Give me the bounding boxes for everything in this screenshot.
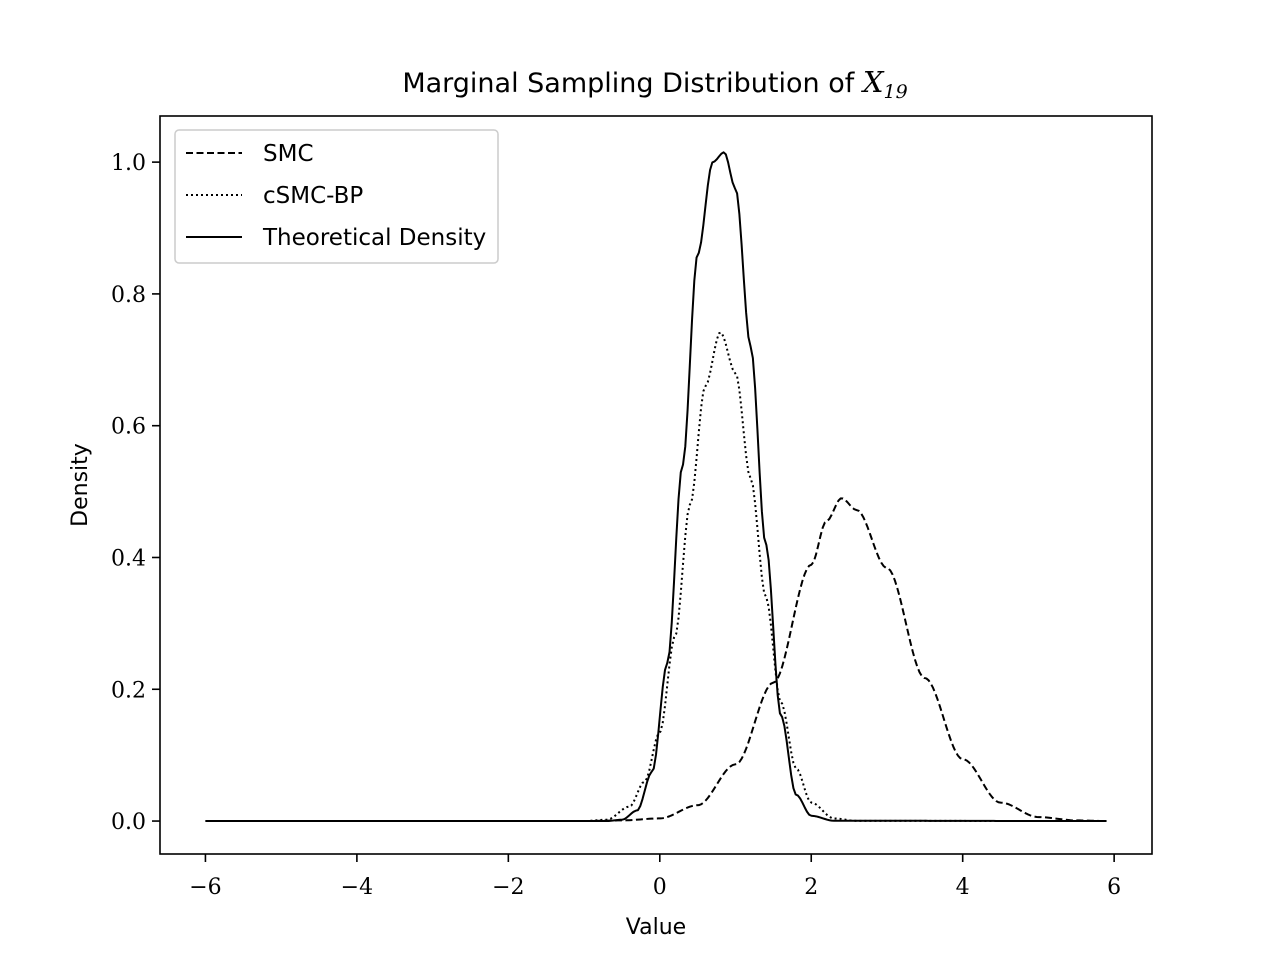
series-layer [205, 151, 1107, 823]
x-tick-label: 6 [1107, 875, 1121, 900]
x-axis-ticks: −6 −4 −2 0 2 4 6 [189, 854, 1121, 900]
legend-label-theoretical-density: Theoretical Density [262, 225, 486, 251]
legend-label-csmc-bp: cSMC-BP [263, 183, 363, 209]
y-tick-label: 0.6 [111, 415, 146, 440]
y-axis-label: Density [68, 443, 93, 527]
y-axis-ticks: 0.0 0.2 0.4 0.6 0.8 1.0 [111, 151, 160, 835]
plot-frame [159, 115, 1153, 855]
y-tick-label: 0.8 [111, 283, 146, 308]
series-line-theoretical-density [205, 151, 1107, 823]
chart-title-variable: X [861, 65, 885, 99]
x-tick-label: 0 [653, 875, 667, 900]
x-axis-label: Value [626, 915, 686, 940]
y-tick-label: 1.0 [111, 151, 146, 176]
legend-box [174, 129, 499, 264]
chart-title: Marginal Sampling Distribution of X19 [402, 65, 907, 103]
legend: SMC cSMC-BP Theoretical Density [174, 129, 499, 264]
x-tick-label: −6 [189, 875, 221, 900]
y-tick-label: 0.4 [111, 546, 146, 571]
legend-label-smc: SMC [263, 141, 314, 167]
x-tick-label: 2 [804, 875, 818, 900]
chart-title-main: Marginal Sampling Distribution of [402, 68, 855, 99]
y-tick-label: 0.2 [111, 678, 146, 703]
x-tick-label: −4 [341, 875, 373, 900]
x-tick-label: 4 [956, 875, 970, 900]
series-line-smc [205, 497, 1107, 823]
y-tick-label: 0.0 [111, 810, 146, 835]
chart-title-subscript: 19 [884, 81, 908, 103]
x-tick-label: −2 [492, 875, 524, 900]
